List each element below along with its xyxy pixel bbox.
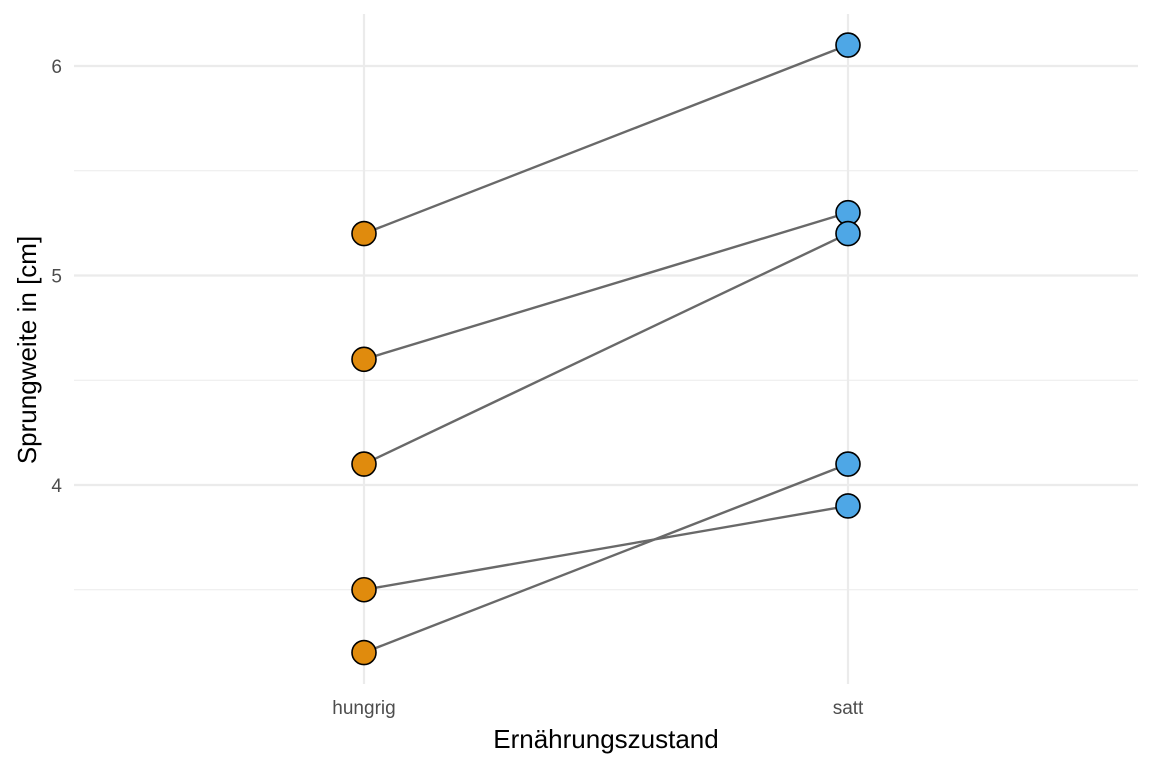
data-point-hungrig <box>351 639 377 666</box>
y-tick-labels: 4 5 6 <box>51 57 62 497</box>
y-tick-label: 5 <box>51 267 62 288</box>
paired-lines <box>363 43 849 654</box>
data-point-hungrig <box>351 220 377 247</box>
data-points <box>351 32 861 666</box>
x-axis-title: Ernährungszustand <box>493 724 718 754</box>
data-point-hungrig <box>351 346 377 373</box>
y-tick-label: 4 <box>51 476 62 497</box>
y-axis-title: Sprungweite in [cm] <box>12 236 42 464</box>
data-point-satt <box>835 493 861 519</box>
data-point-satt <box>835 32 861 58</box>
pair-line <box>363 462 849 654</box>
data-point-hungrig <box>351 576 377 603</box>
pair-line <box>363 232 849 466</box>
pair-line <box>363 43 849 235</box>
x-tick-label: hungrig <box>332 698 395 719</box>
pair-line <box>363 211 849 361</box>
y-tick-label: 6 <box>51 57 62 78</box>
pair-line <box>363 504 849 591</box>
x-tick-label: satt <box>833 698 864 719</box>
data-point-hungrig <box>351 451 377 477</box>
data-point-satt <box>835 451 861 477</box>
grid <box>74 14 1138 684</box>
x-tick-labels: hungrig satt <box>332 698 864 719</box>
data-point-satt <box>835 220 861 247</box>
